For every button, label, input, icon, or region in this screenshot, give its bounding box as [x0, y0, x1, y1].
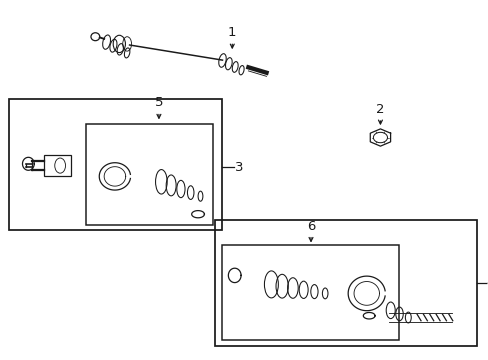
Bar: [215, 220, 476, 346]
Bar: [222, 245, 398, 340]
Text: 1: 1: [227, 26, 236, 39]
Text: 4: 4: [486, 276, 488, 289]
Bar: [85, 124, 212, 225]
Text: 6: 6: [306, 220, 315, 233]
Text: 5: 5: [154, 96, 163, 109]
Bar: [44, 155, 71, 176]
Text: 2: 2: [375, 103, 384, 116]
Bar: [9, 99, 221, 230]
Text: 3: 3: [235, 161, 243, 174]
